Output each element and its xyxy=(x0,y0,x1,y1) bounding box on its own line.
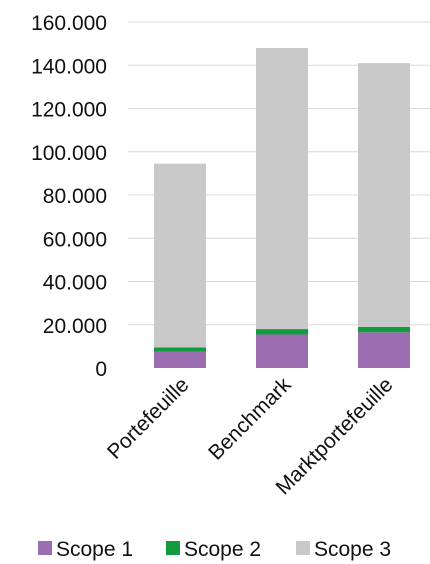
y-tick-label: 20.000 xyxy=(43,315,107,338)
bar-scope-2-marktportefeuille xyxy=(358,326,410,333)
y-tick-label: 0 xyxy=(95,358,107,381)
bar-scope-3-marktportefeuille xyxy=(358,63,410,327)
y-tick-label: 120.000 xyxy=(31,99,107,122)
bar-scope-3-portefeuille xyxy=(154,163,206,348)
y-tick-label: 60.000 xyxy=(43,228,107,251)
y-tick-label: 40.000 xyxy=(43,272,107,295)
x-category-label: Portefeuille xyxy=(103,373,194,464)
y-tick-label: 100.000 xyxy=(31,142,107,165)
legend-swatch xyxy=(296,541,310,555)
legend-label: Scope 2 xyxy=(184,538,261,561)
bar-scope-2-benchmark xyxy=(256,329,308,335)
y-tick-label: 80.000 xyxy=(43,185,107,208)
y-tick-label: 140.000 xyxy=(31,55,107,78)
bar-scope-1-portefeuille xyxy=(154,351,206,368)
legend-label: Scope 1 xyxy=(56,538,133,561)
bar-scope-1-marktportefeuille xyxy=(358,332,410,368)
legend-swatch xyxy=(166,541,180,555)
x-category-label: Benchmark xyxy=(204,373,296,465)
legend-label: Scope 3 xyxy=(314,538,391,561)
y-axis-tick-labels: 0 20.000 40.000 60.000 80.000 100.000 120.000 1… xyxy=(31,12,107,381)
bar-scope-2-portefeuille xyxy=(154,347,206,352)
legend-swatch xyxy=(38,541,52,555)
bar-scope-3-benchmark xyxy=(256,47,308,330)
legend: Scope 1 Scope 2 Scope 3 xyxy=(38,538,391,561)
bars xyxy=(154,47,410,368)
bar-scope-1-benchmark xyxy=(256,334,308,368)
y-tick-label: 160.000 xyxy=(31,12,107,35)
